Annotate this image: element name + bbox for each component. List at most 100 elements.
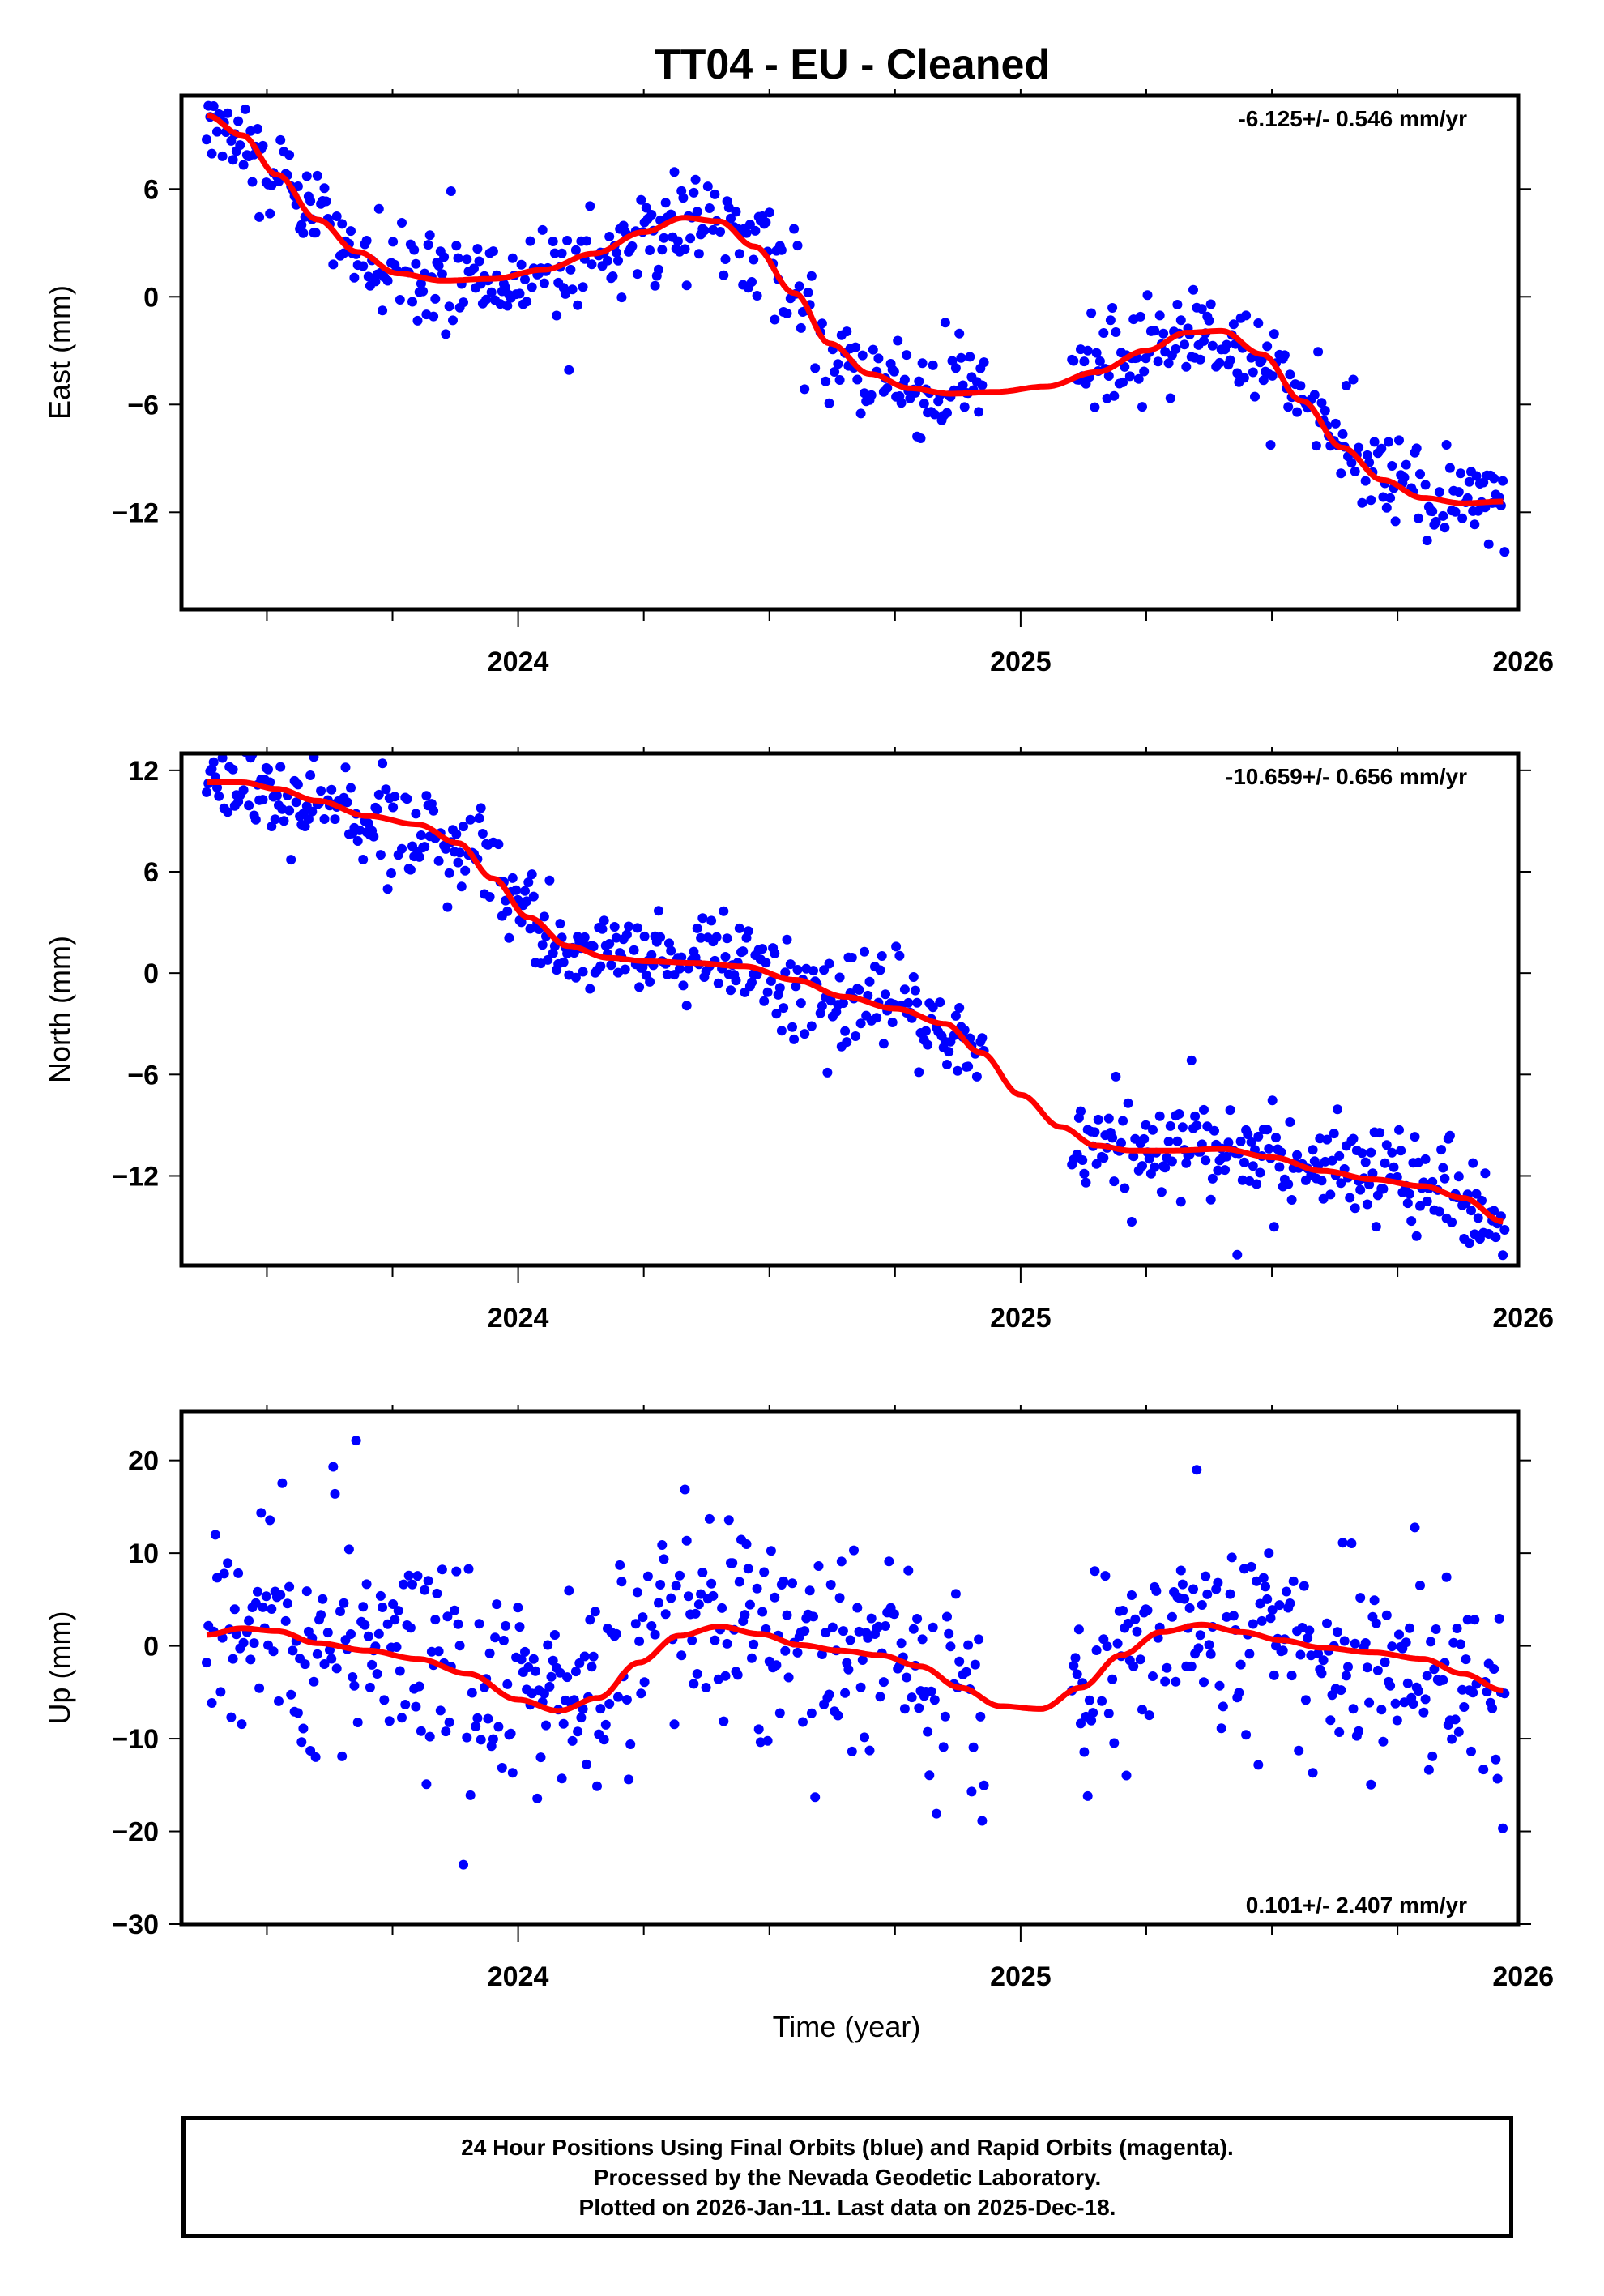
data-point: [1158, 328, 1169, 339]
data-point: [1420, 1154, 1431, 1164]
data-point: [654, 906, 663, 916]
data-point: [806, 1708, 817, 1718]
data-point: [1188, 1584, 1198, 1594]
data-point: [632, 923, 642, 933]
data-point: [692, 1669, 702, 1679]
data-point: [646, 210, 657, 220]
data-point: [1190, 1111, 1201, 1121]
data-point: [1274, 1600, 1285, 1611]
data-point: [752, 291, 762, 301]
data-point: [319, 1659, 330, 1669]
data-point: [1186, 1055, 1197, 1065]
data-point: [1316, 1176, 1327, 1186]
data-point: [363, 818, 373, 829]
data-point: [845, 1635, 855, 1645]
data-point: [727, 1558, 738, 1568]
data-point: [762, 987, 773, 997]
data-point: [1440, 1173, 1450, 1184]
data-point: [360, 1620, 370, 1630]
data-point: [298, 1723, 309, 1734]
data-point: [352, 836, 363, 846]
data-point: [796, 322, 806, 333]
data-point: [263, 764, 273, 775]
data-point: [587, 259, 597, 270]
data-point: [337, 1751, 348, 1761]
data-point: [1322, 1618, 1332, 1628]
data-point: [507, 253, 518, 263]
x-tick-label: 2025: [990, 1961, 1052, 1992]
data-point: [1098, 328, 1109, 338]
y-tick-label: −30: [112, 1910, 159, 1940]
data-point: [228, 1654, 238, 1664]
data-point: [741, 228, 752, 238]
data-point: [1107, 1133, 1118, 1143]
data-point: [1144, 1710, 1154, 1721]
data-point: [1246, 1561, 1256, 1572]
data-point: [1318, 1655, 1329, 1666]
data-point: [1426, 1637, 1436, 1647]
data-point: [912, 997, 923, 1008]
data-point: [1225, 1589, 1235, 1599]
data-point: [395, 1666, 405, 1676]
data-point: [873, 1621, 884, 1632]
data-point: [749, 254, 759, 265]
data-point: [539, 911, 549, 922]
data-point: [842, 1037, 852, 1048]
data-point: [1107, 303, 1118, 313]
data-point: [574, 1658, 585, 1668]
data-point: [1286, 1195, 1297, 1205]
data-point: [1109, 1176, 1120, 1187]
data-point: [953, 1065, 963, 1076]
panel-east: 2024 2025 2026 6 0 −6 −12 East (mm) -6.125+/- 0.…: [43, 89, 1554, 677]
data-point: [1199, 1677, 1209, 1688]
data-point: [378, 1603, 388, 1612]
data-point: [659, 233, 669, 243]
data-point: [1366, 1147, 1376, 1158]
data-point: [720, 254, 731, 264]
data-point: [1447, 1217, 1457, 1227]
data-point: [903, 1565, 914, 1576]
data-point: [1415, 1201, 1425, 1211]
data-point: [1267, 1605, 1278, 1615]
data-point: [1466, 1206, 1476, 1216]
data-point: [1124, 371, 1135, 382]
data-point: [1431, 1624, 1441, 1634]
velocity-rate-label: 0.101+/- 2.407 mm/yr: [1246, 1893, 1467, 1918]
data-point: [1081, 1177, 1091, 1188]
data-point: [1241, 1730, 1252, 1740]
data-point: [1369, 437, 1380, 447]
data-point: [1487, 1703, 1498, 1713]
data-point: [645, 976, 655, 987]
data-point: [274, 1696, 284, 1706]
data-point: [582, 1759, 591, 1769]
data-point: [1177, 1579, 1188, 1590]
data-point: [558, 957, 569, 967]
data-point: [1262, 341, 1273, 352]
y-tick-label: 12: [128, 756, 159, 787]
data-point: [532, 1793, 543, 1803]
fit-line: [206, 1621, 1504, 1714]
data-point: [1427, 1751, 1438, 1761]
data-point: [1102, 1641, 1112, 1652]
data-point: [959, 402, 970, 412]
data-point: [868, 344, 878, 355]
data-point: [808, 1611, 818, 1622]
data-point: [650, 1629, 660, 1640]
data-point: [1255, 1598, 1265, 1609]
data-point: [592, 1781, 602, 1791]
data-point: [367, 1659, 378, 1670]
data-point: [277, 1478, 288, 1488]
y-tick-label: −10: [112, 1724, 159, 1755]
data-point: [894, 950, 905, 961]
data-point: [1232, 368, 1243, 378]
data-point: [611, 247, 621, 258]
data-point: [759, 996, 770, 1006]
data-point: [441, 329, 451, 339]
data-point: [514, 1622, 525, 1632]
data-point: [1348, 374, 1359, 385]
data-point: [893, 335, 903, 346]
data-point: [1090, 1127, 1100, 1137]
data-point: [514, 288, 525, 299]
data-point: [268, 1646, 279, 1657]
data-point: [451, 1566, 462, 1577]
